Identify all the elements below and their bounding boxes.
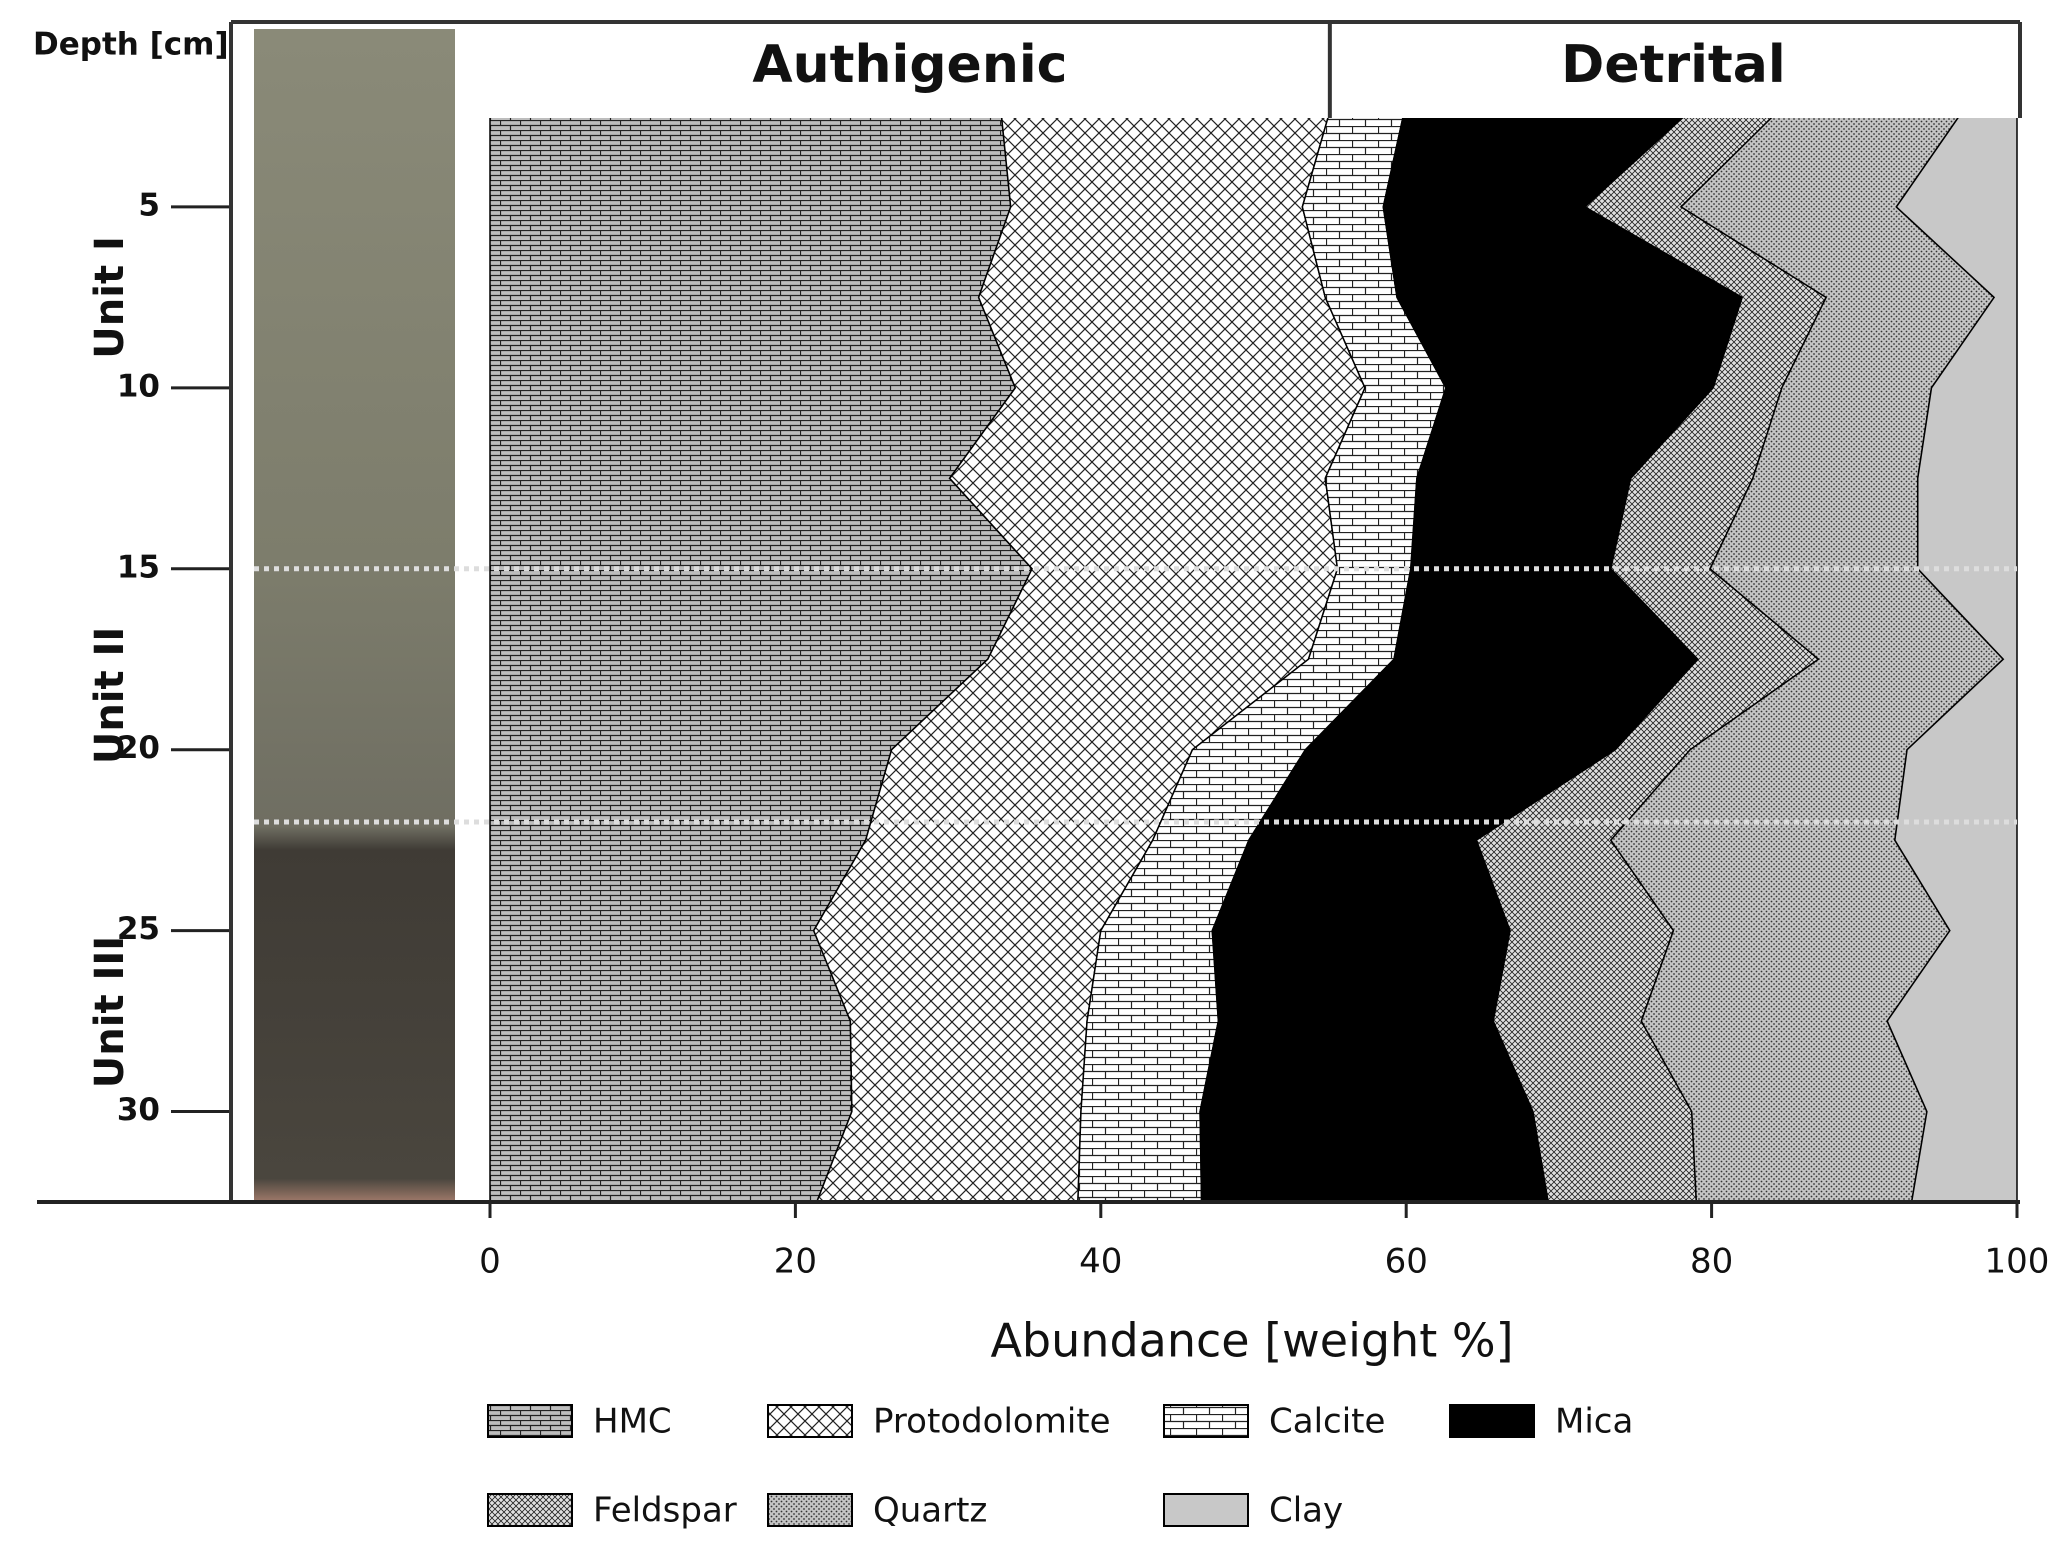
legend-label: Clay <box>1269 1491 1343 1531</box>
legend-label: Calcite <box>1269 1402 1385 1442</box>
legend-label: Quartz <box>873 1491 987 1531</box>
core-photo <box>254 29 455 1202</box>
group-label: Authigenic <box>752 35 1067 95</box>
x-axis-label: Abundance [weight %] <box>990 1314 1513 1368</box>
x-tick-label: 20 <box>774 1242 817 1282</box>
x-tick-label: 40 <box>1079 1242 1122 1282</box>
y-axis-label: Depth [cm] <box>33 27 229 63</box>
unit-label: Unit III <box>87 936 133 1088</box>
y-tick-label: 30 <box>117 1092 160 1128</box>
y-tick-label: 5 <box>138 187 160 223</box>
header-band <box>455 22 2020 118</box>
legend-swatch <box>487 1404 573 1438</box>
group-label: Detrital <box>1561 35 1786 95</box>
y-tick-label: 25 <box>117 911 160 947</box>
legend-swatch <box>1449 1404 1535 1438</box>
x-tick-label: 60 <box>1385 1242 1428 1282</box>
legend-label: Mica <box>1555 1402 1633 1442</box>
legend-label: Feldspar <box>593 1491 737 1531</box>
unit-label: Unit I <box>87 236 133 359</box>
legend-swatch <box>487 1493 573 1527</box>
legend-label: HMC <box>593 1402 672 1442</box>
unit-label: Unit II <box>87 627 133 764</box>
y-tick-label: 15 <box>117 549 160 585</box>
x-tick-label: 80 <box>1690 1242 1733 1282</box>
x-tick-label: 100 <box>1985 1242 2050 1282</box>
legend-swatch <box>1163 1493 1249 1527</box>
legend-swatch <box>767 1493 853 1527</box>
legend-label: Protodolomite <box>873 1402 1111 1442</box>
y-tick-label: 20 <box>117 730 160 766</box>
y-tick-label: 10 <box>117 368 160 404</box>
x-tick-label: 0 <box>479 1242 501 1282</box>
legend-swatch <box>767 1404 853 1438</box>
legend-swatch <box>1163 1404 1249 1438</box>
